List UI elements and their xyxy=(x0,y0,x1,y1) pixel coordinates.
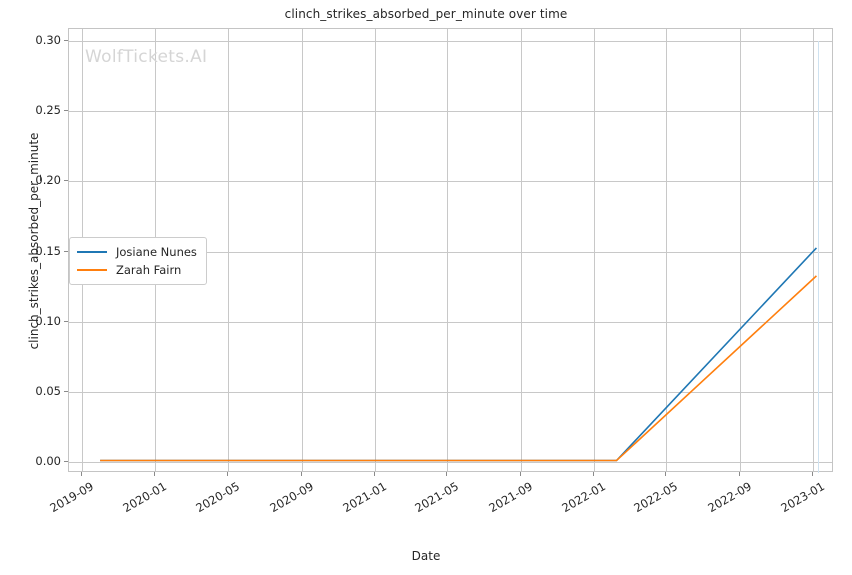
y-axis-tick-label: 0.25 xyxy=(35,103,61,118)
gridline-vertical xyxy=(594,29,595,471)
gridline-vertical xyxy=(666,29,667,471)
y-axis-tick-label: 0.15 xyxy=(35,243,61,258)
vertical-marker-line xyxy=(818,41,820,473)
gridline-horizontal xyxy=(69,392,832,394)
x-axis-tick-mark xyxy=(593,472,594,476)
y-axis-tick-mark xyxy=(64,461,68,463)
y-axis-tick-mark xyxy=(64,110,68,112)
legend-color-swatch xyxy=(77,269,107,271)
series-line xyxy=(100,276,816,461)
y-axis-tick-label: 0.00 xyxy=(35,454,61,469)
gridline-horizontal xyxy=(69,462,832,464)
y-axis-tick-labels: 0.00 0.05 0.10 0.15 0.20 0.25 0.30 xyxy=(0,28,61,472)
plot-area: WolfTickets.AI xyxy=(68,28,833,473)
gridline-horizontal xyxy=(69,111,832,113)
x-axis-tick-mark xyxy=(300,472,302,476)
y-axis-tick-mark xyxy=(64,250,68,252)
x-axis-tick-label: 2020-05 xyxy=(193,479,242,516)
legend-color-swatch xyxy=(77,251,107,253)
watermark-layer: WolfTickets.AI xyxy=(69,29,832,471)
y-axis-tick-label: 0.05 xyxy=(35,384,61,399)
watermark-text: WolfTickets.AI xyxy=(85,47,208,67)
x-axis-tick-label: 2019-09 xyxy=(47,479,97,516)
legend-item-label: Josiane Nunes xyxy=(116,245,197,259)
gridline-horizontal xyxy=(69,40,832,42)
series-line xyxy=(100,248,816,461)
gridline-vertical xyxy=(739,29,741,471)
gridline-horizontal xyxy=(69,321,832,323)
y-axis-tick-label: 0.20 xyxy=(35,173,61,188)
y-axis-tick-mark xyxy=(64,39,68,41)
x-axis-tick-mark xyxy=(446,472,447,476)
x-axis-tick-mark xyxy=(812,472,813,476)
x-axis-tick-label: 2021-09 xyxy=(486,479,535,516)
x-axis-tick-label: 2022-01 xyxy=(559,479,608,516)
gridline-horizontal xyxy=(69,251,832,253)
y-axis-tick-marks xyxy=(0,28,68,472)
vertical-marker-layer xyxy=(69,29,832,473)
x-axis-tick-mark xyxy=(154,472,156,476)
x-axis-tick-labels: 2019-09 2020-01 2020-05 2020-09 2021-01 2021-… xyxy=(48,472,833,542)
y-axis-tick-mark xyxy=(64,320,68,322)
x-axis-tick-label: 2020-01 xyxy=(120,479,170,516)
x-axis-tick-mark xyxy=(519,472,521,476)
series-lines xyxy=(69,29,832,471)
x-axis-tick-mark xyxy=(738,472,740,476)
y-axis-tick-mark xyxy=(64,391,68,393)
y-axis-tick-label: 0.30 xyxy=(35,32,61,47)
x-axis-label: Date xyxy=(411,549,441,563)
x-axis-tick-mark xyxy=(227,472,228,476)
x-axis-tick-label: 2020-09 xyxy=(267,479,316,516)
legend-item: Josiane Nunes xyxy=(77,243,197,261)
gridline-vertical xyxy=(520,29,522,471)
gridline-vertical xyxy=(375,29,376,471)
x-axis-tick-mark xyxy=(81,472,83,476)
y-axis-tick-mark xyxy=(64,180,68,182)
y-axis-tick-label: 0.10 xyxy=(35,313,61,328)
x-axis-tick-label: 2021-05 xyxy=(412,479,461,516)
legend-item-label: Zarah Fairn xyxy=(116,263,182,277)
gridline-vertical xyxy=(301,29,303,471)
gridline-horizontal xyxy=(69,181,832,183)
x-axis-tick-label: 2022-09 xyxy=(705,479,754,516)
x-axis-tick-label: 2022-05 xyxy=(631,479,680,516)
chart-title: clinch_strikes_absorbed_per_minute over … xyxy=(284,7,568,21)
x-axis-tick-label: 2023-01 xyxy=(778,479,827,516)
legend-item: Zarah Fairn xyxy=(77,261,197,279)
x-axis-tick-label: 2021-01 xyxy=(340,479,389,516)
x-axis-tick-mark xyxy=(374,472,375,476)
chart-legend: Josiane Nunes Zarah Fairn xyxy=(69,237,207,285)
gridline-vertical xyxy=(447,29,448,471)
gridline-vertical xyxy=(228,29,229,471)
x-axis-tick-mark xyxy=(665,472,666,476)
